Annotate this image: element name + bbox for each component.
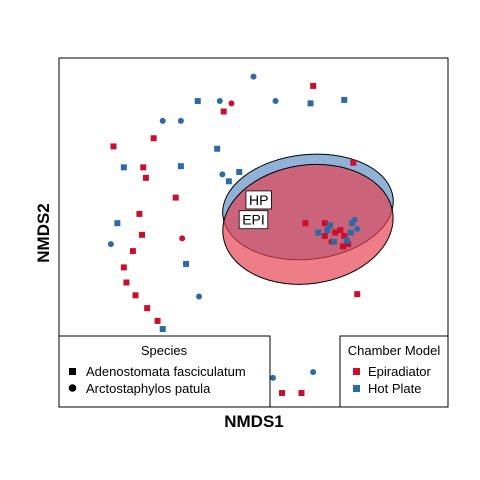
species-legend-label-1: Adenostomata fasciculatum [86, 364, 246, 379]
species-legend-box [58, 335, 271, 408]
point-hot-plate-9 [214, 145, 221, 152]
ellipse-label-box-epi [238, 210, 269, 230]
chamber-legend-label-1: Epiradiator [368, 364, 432, 379]
point-hot-plate-26 [347, 229, 354, 236]
point-epiradiator-1 [220, 108, 227, 115]
species-circle-key [68, 384, 77, 392]
point-epiradiator-21 [321, 220, 328, 227]
point-hot-plate-1 [194, 98, 201, 105]
point-epiradiator-26 [341, 232, 348, 239]
point-hot-plate-23 [327, 222, 334, 229]
point-hot-plate-20 [225, 178, 232, 185]
ellipse-label-text-hp: HP [249, 192, 268, 208]
point-hot-plate-6 [159, 117, 166, 124]
point-hot-plate-2 [216, 98, 223, 105]
point-epiradiator-2 [228, 100, 235, 107]
point-epiradiator-6 [140, 164, 147, 171]
point-hot-plate-4 [307, 100, 314, 107]
species-legend: Species Adenostomata fasciculatum Arctos… [58, 335, 271, 408]
ellipse-label-hp: HP [245, 190, 272, 210]
epiradiator-key [353, 368, 360, 375]
point-epiradiator-12 [129, 248, 136, 255]
species-legend-title: Species [141, 343, 188, 358]
point-epiradiator-14 [123, 279, 130, 286]
point-hot-plate-18 [269, 374, 276, 381]
point-hot-plate-11 [177, 163, 184, 170]
point-epiradiator-19 [302, 220, 309, 227]
point-epiradiator-27 [321, 232, 328, 239]
ellipse-label-box-hp [245, 190, 272, 210]
point-hot-plate-22 [315, 229, 322, 236]
species-legend-label-2: Arctostaphylos patula [86, 381, 211, 396]
point-hot-plate-30 [324, 227, 331, 234]
point-hot-plate-19 [310, 369, 317, 376]
hot-plate-key [353, 385, 360, 392]
point-epiradiator-20 [332, 229, 339, 236]
point-hot-plate-13 [107, 241, 114, 248]
point-hot-plate-15 [196, 293, 203, 300]
point-epiradiator-9 [136, 210, 143, 217]
chamber-legend: Chamber Model Epiradiator Hot Plate [339, 335, 449, 408]
point-epiradiator-29 [279, 390, 286, 397]
point-layer [107, 73, 361, 397]
point-epiradiator-5 [350, 159, 357, 166]
point-hot-plate-5 [341, 96, 348, 103]
chamber-legend-title: Chamber Model [348, 343, 441, 358]
point-epiradiator-17 [154, 317, 161, 324]
point-hot-plate-8 [120, 164, 127, 171]
point-epiradiator-16 [144, 305, 151, 312]
ellipse-label-layer: HP EPI [238, 190, 272, 230]
point-epiradiator-22 [337, 227, 344, 234]
species-square-key [69, 368, 76, 375]
point-hot-plate-28 [351, 216, 358, 223]
point-epiradiator-4 [150, 135, 157, 142]
point-hot-plate-27 [349, 220, 356, 227]
ellipse-label-text-epi: EPI [242, 212, 265, 228]
point-epiradiator-23 [339, 243, 346, 250]
point-epiradiator-30 [298, 390, 305, 397]
point-hot-plate-14 [183, 260, 190, 267]
ellipse-label-epi: EPI [238, 210, 269, 230]
point-hot-plate-25 [343, 237, 350, 244]
y-axis-title: NMDS2 [34, 203, 53, 263]
point-hot-plate-12 [114, 220, 121, 227]
point-epiradiator-0 [310, 82, 317, 89]
point-hot-plate-24 [330, 238, 337, 245]
point-epiradiator-15 [132, 292, 139, 299]
point-epiradiator-18 [354, 291, 361, 298]
x-axis-title: NMDS1 [224, 412, 284, 431]
point-hot-plate-7 [177, 117, 184, 124]
point-epiradiator-24 [345, 241, 352, 248]
point-epiradiator-10 [138, 231, 145, 238]
point-epiradiator-8 [172, 194, 179, 201]
point-hot-plate-3 [272, 98, 279, 105]
point-epiradiator-7 [142, 174, 149, 181]
point-hot-plate-29 [354, 226, 361, 233]
point-hot-plate-21 [236, 169, 243, 176]
chamber-legend-label-2: Hot Plate [368, 381, 421, 396]
point-epiradiator-13 [120, 264, 127, 271]
point-hot-plate-0 [250, 73, 257, 80]
point-epiradiator-3 [110, 143, 117, 150]
point-hot-plate-10 [219, 171, 226, 178]
point-epiradiator-11 [179, 235, 186, 242]
point-hot-plate-16 [159, 326, 166, 333]
